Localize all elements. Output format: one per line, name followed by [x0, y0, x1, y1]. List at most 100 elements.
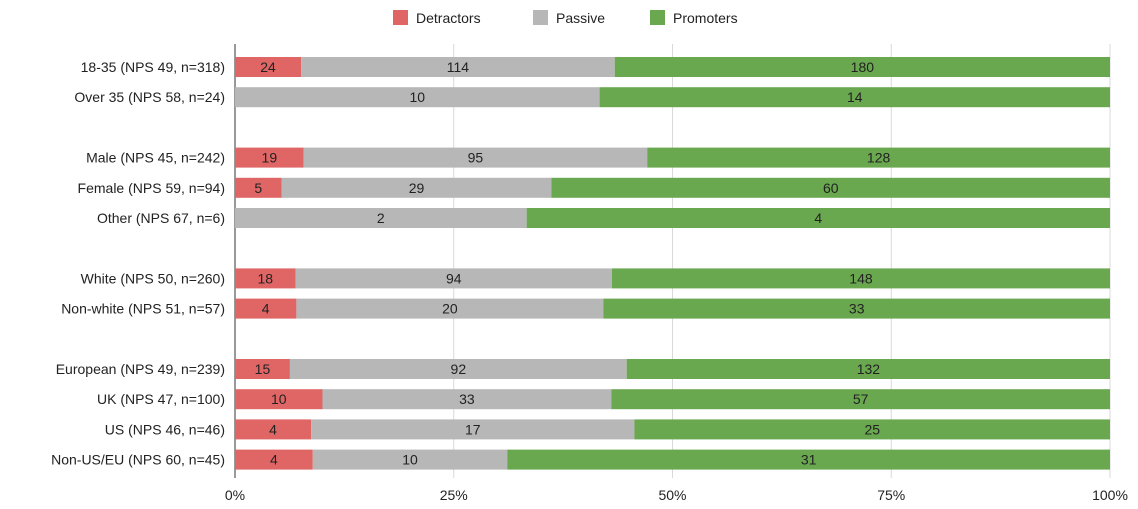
category-label: Other (NPS 67, n=6): [97, 210, 225, 226]
bar-segment-passive: [322, 389, 612, 410]
bar-segment-detractors: [235, 419, 312, 440]
category-label: Non-white (NPS 51, n=57): [61, 301, 225, 317]
legend-item-detractors: Detractors: [393, 10, 481, 26]
x-tick-label: 100%: [1092, 487, 1128, 503]
legend-label-passive: Passive: [556, 10, 605, 26]
bar-row: 4 20 33: [235, 298, 1110, 319]
bar-segment-passive: [235, 208, 527, 228]
bar-segment-promoters: [647, 147, 1110, 168]
legend-item-passive: Passive: [533, 10, 605, 26]
bar-value-label-detractors: 18: [257, 270, 273, 286]
legend-swatch-detractors: [393, 10, 408, 25]
bar-value-label-passive: 20: [442, 301, 458, 317]
x-tick-label: 0%: [225, 487, 245, 503]
bar-value-label-passive: 114: [447, 59, 470, 75]
bar-row: 4 10 31: [235, 449, 1110, 470]
bar-value-label-detractors: 4: [269, 421, 277, 437]
legend-swatch-promoters: [650, 10, 665, 25]
bar-value-label-promoters: 60: [823, 180, 839, 196]
bar-row: 4 17 25: [235, 419, 1110, 440]
bar-segment-detractors: [235, 268, 296, 289]
category-label: Female (NPS 59, n=94): [78, 180, 225, 196]
bar-value-label-detractors: 4: [270, 452, 278, 468]
bar-value-label-passive: 94: [446, 270, 462, 286]
x-axis: 0% 25% 50% 75% 100%: [225, 487, 1128, 503]
bar-value-label-promoters: 14: [847, 89, 863, 105]
bar-value-label-promoters: 33: [849, 301, 865, 317]
bar-row: 18 94 148: [235, 268, 1110, 289]
bar-value-label-promoters: 128: [867, 150, 891, 166]
bar-segment-detractors: [235, 57, 302, 77]
x-tick-label: 75%: [877, 487, 905, 503]
bar-value-label-passive: 17: [465, 421, 481, 437]
bar-value-label-promoters: 25: [864, 421, 880, 437]
bar-value-label-detractors: 15: [255, 361, 271, 377]
bar-row: 19 95 128: [235, 147, 1110, 168]
category-label: 18-35 (NPS 49, n=318): [81, 59, 225, 75]
bar-row: 10 33 57: [235, 389, 1110, 410]
x-tick-label: 25%: [440, 487, 468, 503]
bar-segment-passive: [281, 177, 552, 198]
bar-segment-passive: [295, 268, 612, 289]
bar-segment-detractors: [235, 389, 323, 410]
bar-value-label-detractors: 24: [260, 59, 276, 75]
bar-value-label-detractors: 5: [254, 180, 262, 196]
bar-value-label-passive: 95: [468, 150, 484, 166]
x-tick-label: 50%: [658, 487, 686, 503]
category-label: UK (NPS 47, n=100): [97, 391, 225, 407]
bar-row: 24 114 180: [235, 57, 1110, 77]
bar-segment-detractors: [235, 449, 313, 470]
bar-segment-passive: [301, 57, 615, 77]
bar-value-label-detractors: 4: [262, 301, 270, 317]
bar-value-label-promoters: 148: [849, 270, 873, 286]
bar-segment-passive: [311, 419, 635, 440]
category-label: US (NPS 46, n=46): [105, 421, 225, 437]
bar-segment-detractors: [235, 147, 304, 168]
bar-value-label-passive: 29: [409, 180, 425, 196]
bar-value-label-promoters: 57: [853, 391, 869, 407]
bar-segment-promoters: [614, 57, 1110, 77]
bar-segment-passive: [235, 87, 600, 108]
bar-row: 5 29 60: [235, 177, 1110, 198]
bar-segment-promoters: [507, 449, 1110, 470]
bar-segment-passive: [303, 147, 648, 168]
bar-value-label-passive: 92: [451, 361, 467, 377]
bar-value-label-passive: 33: [459, 391, 475, 407]
bar-segment-passive: [289, 359, 627, 379]
bar-segment-passive: [312, 449, 508, 470]
category-label: Non-US/EU (NPS 60, n=45): [51, 452, 225, 468]
bar-value-label-detractors: 19: [262, 150, 278, 166]
bar-segment-promoters: [526, 208, 1110, 228]
legend-swatch-passive: [533, 10, 548, 25]
bar-value-label-promoters: 132: [857, 361, 881, 377]
bar-value-label-detractors: 10: [271, 391, 287, 407]
bar-value-label-passive: 10: [402, 452, 418, 468]
bar-segment-promoters: [611, 268, 1110, 289]
bar-segment-promoters: [603, 298, 1110, 319]
category-labels: 18-35 (NPS 49, n=318) Over 35 (NPS 58, n=…: [51, 59, 225, 468]
category-label: Male (NPS 45, n=242): [86, 150, 225, 166]
category-label: White (NPS 50, n=260): [81, 270, 225, 286]
bar-value-label-promoters: 180: [851, 59, 875, 75]
bar-segment-promoters: [611, 389, 1110, 410]
bar-value-label-promoters: 4: [814, 210, 822, 226]
category-label: Over 35 (NPS 58, n=24): [74, 89, 225, 105]
bar-row: 10 14: [235, 87, 1110, 108]
legend-label-promoters: Promoters: [673, 10, 738, 26]
bar-segment-promoters: [599, 87, 1110, 108]
bar-segment-detractors: [235, 298, 297, 319]
bar-value-label-passive: 10: [410, 89, 426, 105]
bar-segment-detractors: [235, 359, 290, 379]
bar-segment-passive: [296, 298, 604, 319]
legend-item-promoters: Promoters: [650, 10, 738, 26]
category-label: European (NPS 49, n=239): [56, 361, 225, 377]
bar-value-label-passive: 2: [377, 210, 385, 226]
bar-row: 15 92 132: [235, 359, 1110, 379]
bar-segment-promoters: [551, 177, 1110, 198]
bar-segment-detractors: [235, 177, 282, 198]
legend-label-detractors: Detractors: [416, 10, 481, 26]
bar-segment-promoters: [626, 359, 1110, 379]
gridlines: [234, 44, 1111, 478]
